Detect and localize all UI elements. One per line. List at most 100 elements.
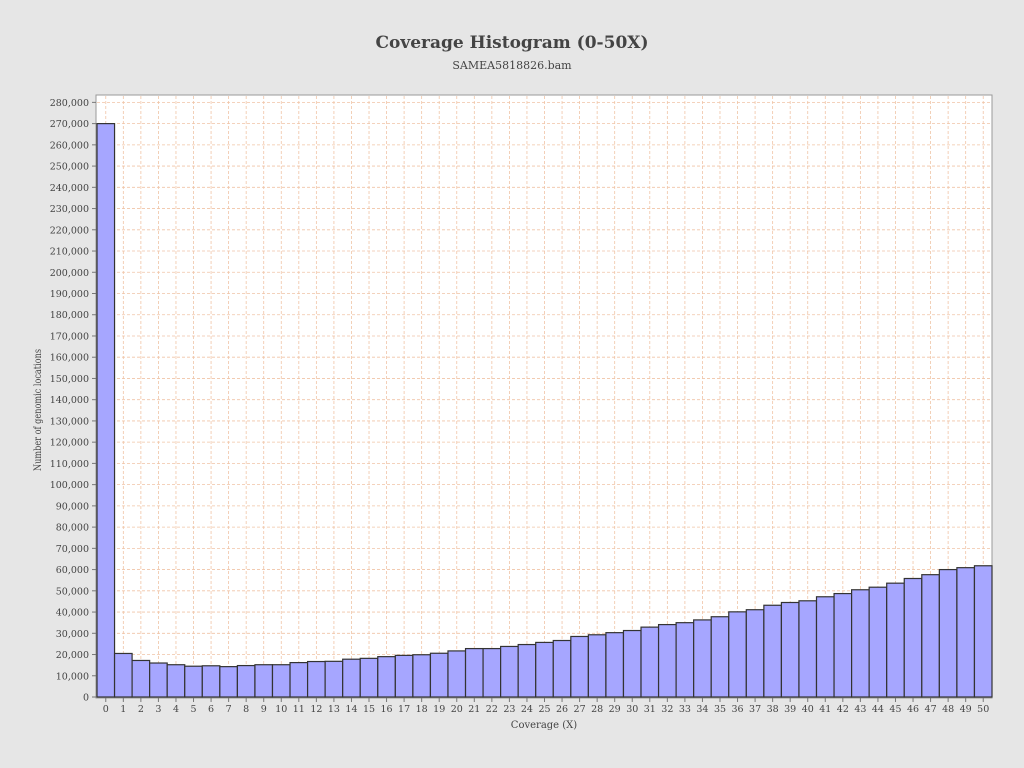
bar-coverage-37 (745, 609, 765, 698)
x-tick-label: 1 (120, 704, 126, 715)
x-tick-label: 40 (802, 704, 814, 715)
x-tick-label: 33 (679, 704, 691, 715)
x-tick-label: 17 (398, 704, 410, 715)
x-tick-label: 14 (345, 704, 357, 715)
x-tick-label: 25 (538, 704, 550, 715)
x-tick-label: 15 (363, 704, 375, 715)
x-tick-label: 44 (872, 704, 884, 715)
x-tick-label: 36 (731, 704, 743, 715)
bar-coverage-5 (184, 665, 203, 698)
y-tick-label: 150,000 (50, 374, 89, 385)
x-tick-label: 48 (942, 704, 954, 715)
y-tick-label: 90,000 (56, 501, 89, 512)
bar-coverage-48 (938, 568, 958, 698)
x-tick-label: 32 (661, 704, 673, 715)
y-tick-label: 140,000 (50, 395, 89, 406)
x-tick-label: 16 (381, 704, 393, 715)
x-tick-label: 6 (208, 704, 214, 715)
bar-coverage-6 (201, 665, 221, 698)
x-tick-label: 37 (749, 704, 761, 715)
y-tick-label: 250,000 (50, 162, 89, 173)
y-axis-ticks: 0 10,000 20,000 30,000 40,000 50,000 60,000 70,… (50, 98, 96, 704)
x-tick-label: 29 (609, 704, 621, 715)
x-tick-label: 22 (486, 704, 498, 715)
bar-coverage-9 (254, 664, 274, 698)
y-tick-label: 210,000 (50, 247, 89, 258)
bar-coverage-46 (903, 577, 923, 698)
x-tick-label: 47 (925, 704, 937, 715)
bar-coverage-47 (921, 574, 940, 698)
y-tick-label: 200,000 (50, 268, 89, 279)
bar-coverage-16 (377, 656, 396, 698)
x-tick-label: 45 (889, 704, 901, 715)
bar-coverage-14 (342, 658, 361, 698)
x-tick-label: 26 (556, 704, 568, 715)
y-tick-label: 10,000 (56, 671, 89, 682)
y-tick-label: 110,000 (50, 459, 89, 470)
y-tick-label: 60,000 (56, 565, 89, 576)
x-tick-label: 9 (261, 704, 267, 715)
y-tick-label: 130,000 (50, 416, 89, 427)
x-tick-label: 42 (837, 704, 849, 715)
y-tick-label: 20,000 (56, 650, 89, 661)
x-axis-ticks: 0 1 2 3 4 5 6 7 8 9 10 11 12 13 14 15 16 17 18 19 20 21 22 23 24… (103, 698, 989, 715)
bar-coverage-15 (359, 657, 379, 698)
x-tick-label: 20 (451, 704, 463, 715)
x-tick-label: 11 (293, 704, 305, 715)
x-tick-label: 23 (503, 704, 515, 715)
bar-coverage-38 (763, 604, 783, 698)
x-tick-label: 41 (819, 704, 831, 715)
bar-coverage-23 (500, 645, 519, 698)
x-tick-label: 43 (854, 704, 866, 715)
y-tick-label: 80,000 (56, 523, 89, 534)
y-tick-label: 0 (83, 693, 89, 704)
x-tick-label: 21 (468, 704, 480, 715)
x-tick-label: 0 (103, 704, 109, 715)
bar-coverage-28 (587, 634, 607, 698)
y-tick-label: 190,000 (50, 289, 89, 300)
bar-coverage-24 (517, 643, 537, 698)
x-tick-label: 2 (138, 704, 144, 715)
bar-coverage-4 (166, 664, 186, 698)
bar-coverage-50 (973, 565, 993, 698)
x-tick-label: 24 (521, 704, 533, 715)
x-tick-label: 13 (328, 704, 340, 715)
y-tick-label: 220,000 (50, 225, 89, 236)
x-tick-label: 18 (416, 704, 428, 715)
x-tick-label: 38 (767, 704, 779, 715)
x-tick-label: 10 (275, 704, 287, 715)
bar-coverage-0 (96, 123, 116, 698)
x-tick-label: 28 (591, 704, 603, 715)
bar-coverage-45 (886, 582, 905, 698)
bar-coverage-44 (868, 586, 888, 698)
y-tick-label: 50,000 (56, 586, 89, 597)
bar-coverage-12 (306, 660, 326, 698)
bar-coverage-42 (833, 592, 853, 698)
x-tick-label: 5 (190, 704, 196, 715)
y-tick-label: 280,000 (50, 98, 89, 109)
bar-coverage-33 (675, 622, 695, 698)
x-tick-label: 39 (784, 704, 796, 715)
bar-coverage-11 (289, 661, 309, 698)
bar-coverage-2 (131, 659, 151, 698)
chart-title: Coverage Histogram (0-50X) (375, 33, 648, 53)
x-tick-label: 7 (226, 704, 232, 715)
bar-coverage-29 (605, 632, 625, 698)
x-tick-label: 50 (977, 704, 989, 715)
bar-coverage-34 (693, 619, 712, 698)
x-tick-label: 19 (433, 704, 445, 715)
y-tick-label: 30,000 (56, 629, 89, 640)
y-tick-label: 70,000 (56, 544, 89, 555)
x-tick-label: 30 (626, 704, 638, 715)
x-tick-label: 8 (243, 704, 249, 715)
y-tick-label: 100,000 (50, 480, 89, 491)
x-tick-label: 34 (696, 704, 708, 715)
bar-coverage-26 (552, 639, 572, 698)
bar-coverage-13 (324, 660, 344, 698)
bar-coverage-40 (798, 600, 818, 698)
bar-coverage-36 (728, 611, 747, 698)
bar-coverage-49 (956, 567, 976, 698)
bar-coverage-8 (236, 664, 256, 698)
